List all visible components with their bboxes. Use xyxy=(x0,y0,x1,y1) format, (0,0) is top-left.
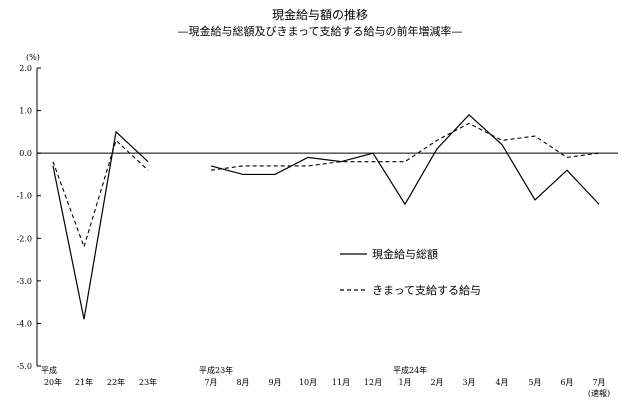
x-tick-label: 23年 xyxy=(139,377,157,387)
chart-subtitle: —現金給与総額及びきまって支給する給与の前年増減率— xyxy=(177,25,463,38)
series-line-1 xyxy=(210,113,600,206)
series-line-1 xyxy=(52,130,149,320)
y-tick-label: -4.0 xyxy=(17,319,32,328)
legend-label-2: きまって支給する給与 xyxy=(372,283,481,297)
x-tick-label: 5月 xyxy=(528,378,541,387)
x-tick-label: 7月 xyxy=(592,378,605,387)
y-tick-label: 1.0 xyxy=(19,107,32,116)
series-line-2 xyxy=(210,122,600,171)
chart-title: 現金給与額の推移 xyxy=(271,8,368,22)
series-line-2 xyxy=(52,139,149,249)
y-tick-label: -3.0 xyxy=(17,277,32,286)
x-tick-label: 8月 xyxy=(236,378,249,387)
x-tick-note: (速報) xyxy=(588,389,610,398)
x-tick-label: 2月 xyxy=(430,378,443,387)
x-tick-label: 21年 xyxy=(75,377,93,387)
x-tick-label: 1月 xyxy=(398,378,411,387)
x-tick-label: 20年 xyxy=(44,377,62,387)
x-tick-label: 22年 xyxy=(107,377,125,387)
y-tick-label: 2.0 xyxy=(19,64,32,73)
x-group-label: 平成 xyxy=(41,365,57,375)
x-tick-label: 12月 xyxy=(364,378,382,387)
y-axis-unit-label: (%) xyxy=(26,53,40,62)
y-tick-label: 0.0 xyxy=(19,149,32,158)
x-group-label: 平成24年 xyxy=(393,365,427,375)
x-tick-label: 9月 xyxy=(268,378,281,387)
y-tick-label: -5.0 xyxy=(17,362,32,371)
x-tick-label: 10月 xyxy=(299,378,317,387)
y-tick-label: -1.0 xyxy=(17,192,32,201)
x-tick-label: 7月 xyxy=(204,378,217,387)
x-tick-label: 4月 xyxy=(495,378,508,387)
x-tick-label: 3月 xyxy=(462,378,475,387)
legend-label-1: 現金給与総額 xyxy=(372,247,438,261)
x-tick-label: 11月 xyxy=(332,378,350,387)
x-tick-label: 6月 xyxy=(560,378,573,387)
y-tick-label: -2.0 xyxy=(17,234,32,243)
x-group-label: 平成23年 xyxy=(199,365,233,375)
